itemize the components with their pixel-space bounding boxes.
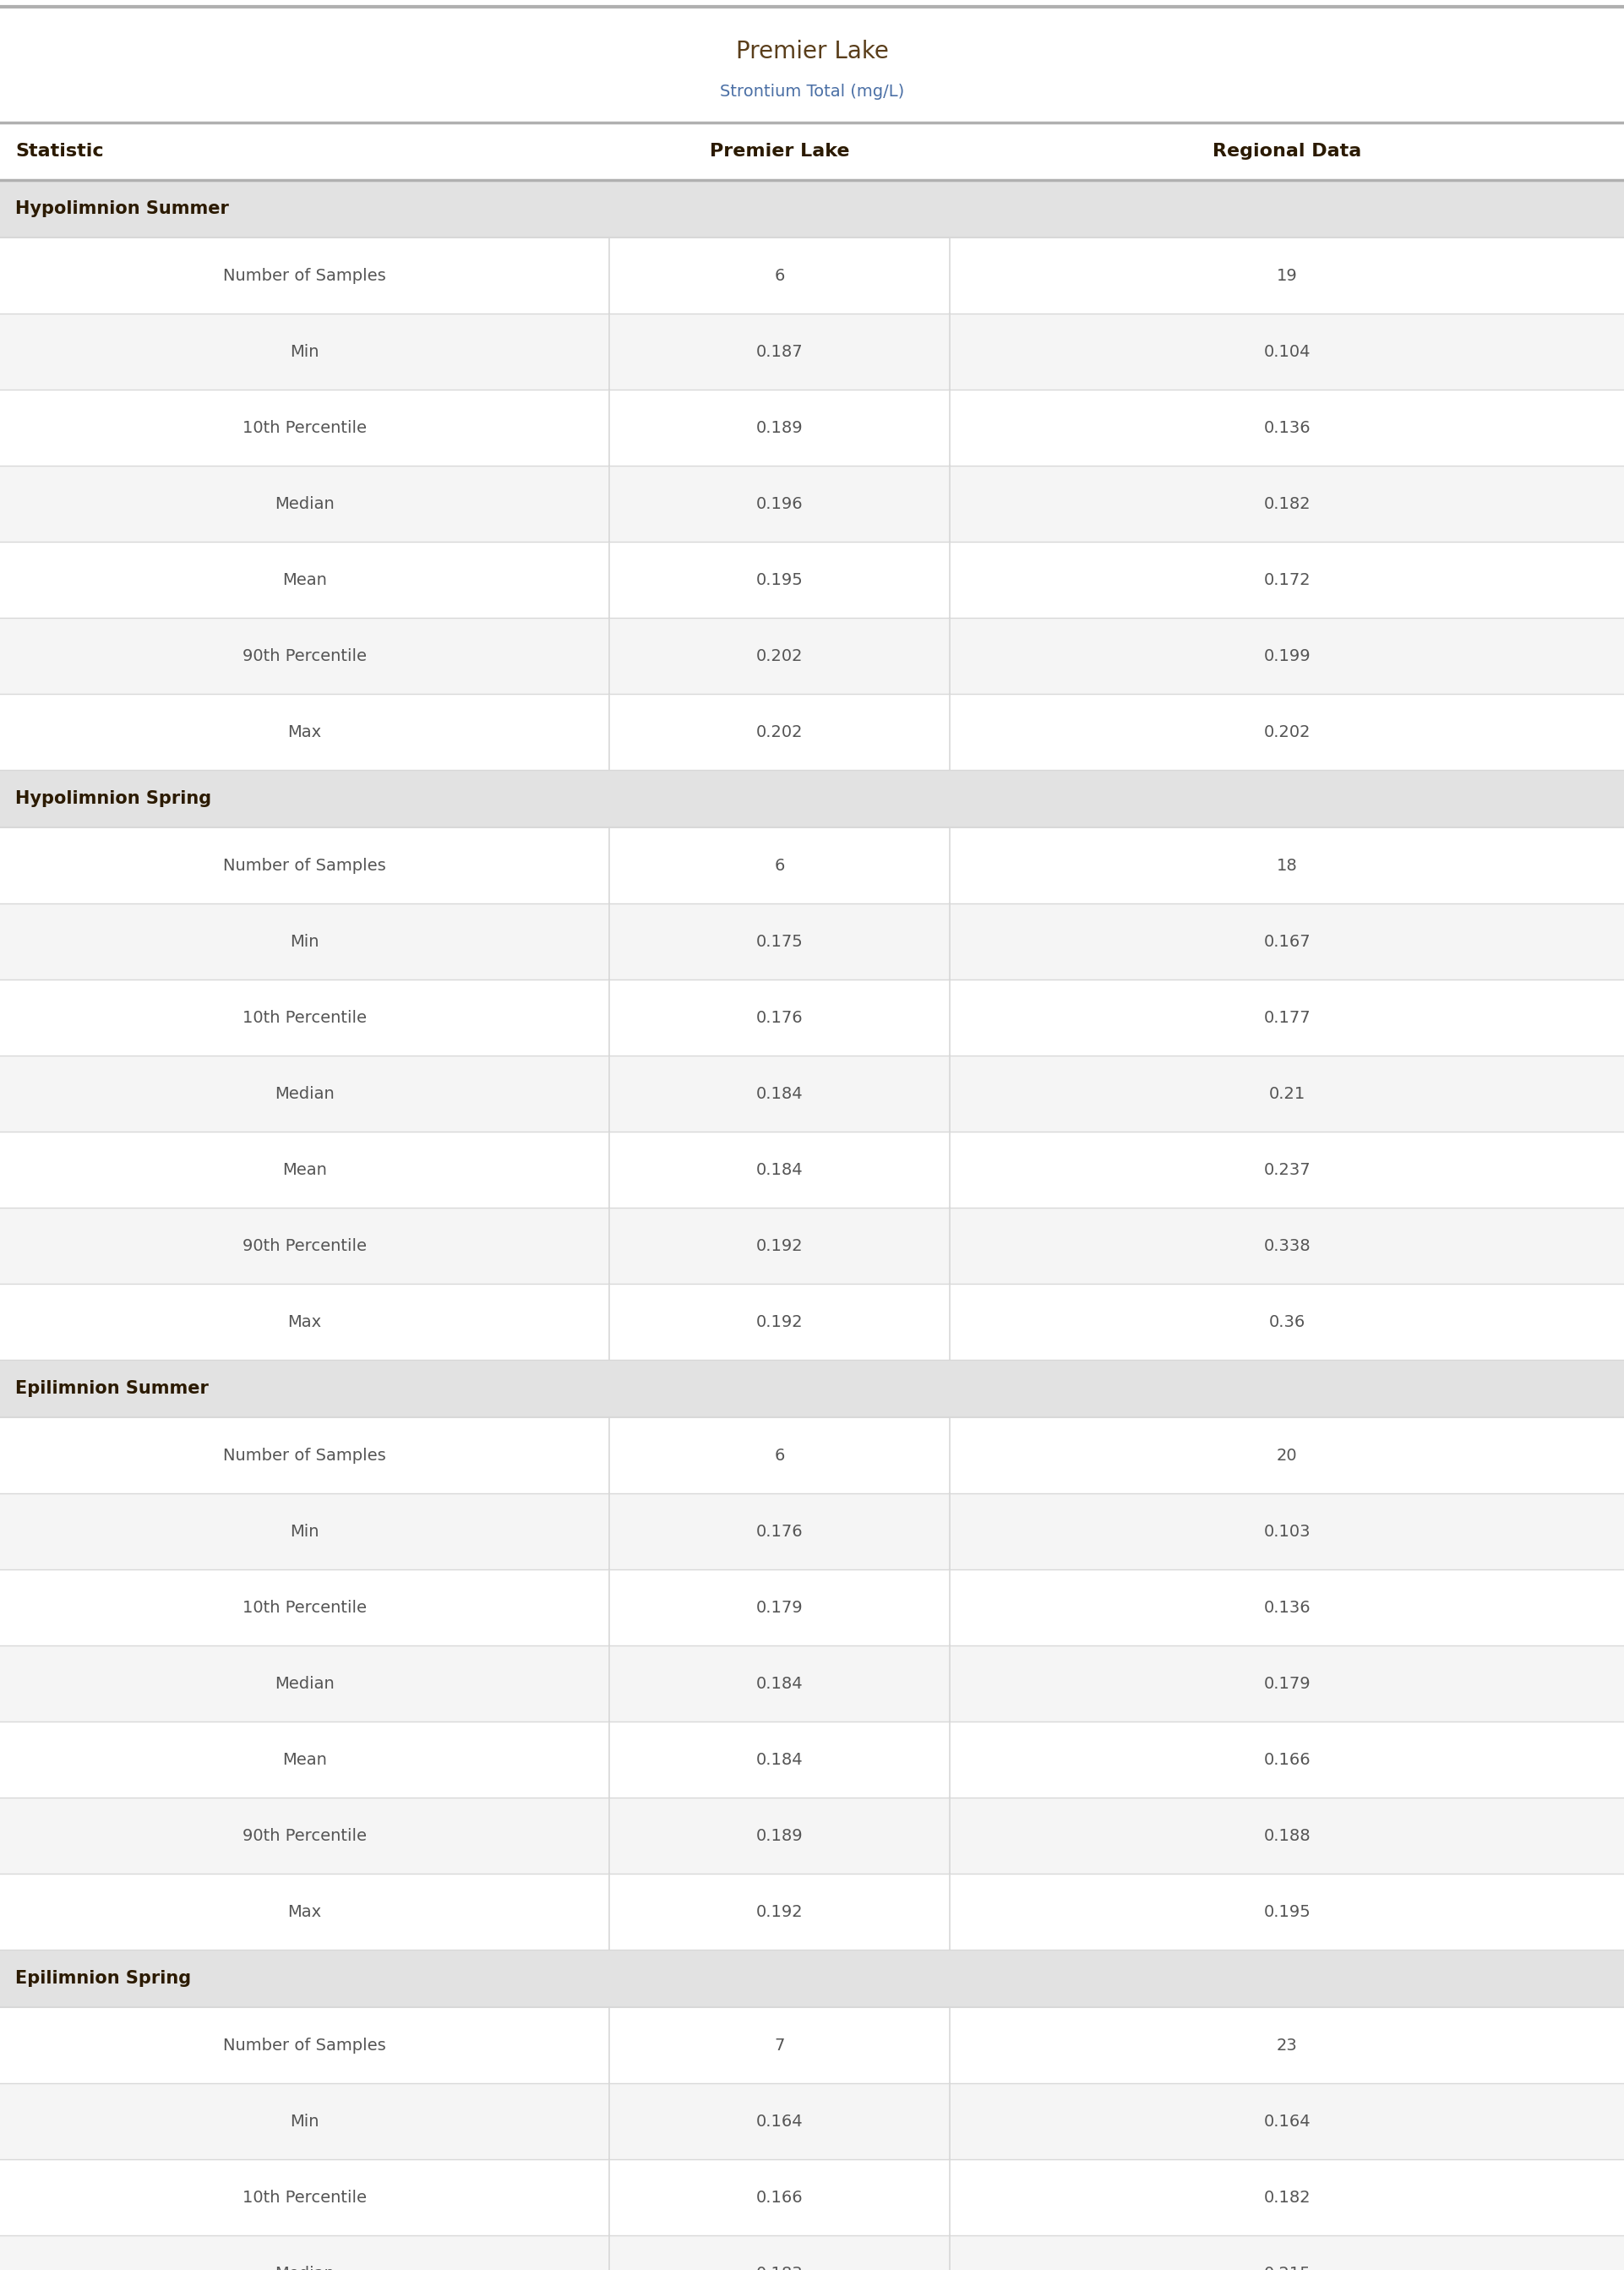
- Text: Premier Lake: Premier Lake: [710, 143, 849, 159]
- Text: Median: Median: [274, 2265, 335, 2270]
- Text: 0.189: 0.189: [757, 1827, 802, 1843]
- Text: 0.167: 0.167: [1263, 933, 1311, 949]
- Bar: [0, 1646, 1624, 1721]
- Text: 0.36: 0.36: [1268, 1314, 1306, 1330]
- Text: 0.199: 0.199: [1263, 647, 1311, 663]
- Text: Median: Median: [274, 495, 335, 511]
- Text: Statistic: Statistic: [15, 143, 104, 159]
- Bar: [0, 770, 1624, 826]
- Text: Min: Min: [291, 933, 318, 949]
- Text: 0.202: 0.202: [1263, 724, 1311, 740]
- Bar: [0, 903, 1624, 978]
- Bar: [0, 313, 1624, 390]
- Text: 90th Percentile: 90th Percentile: [242, 647, 367, 663]
- Text: 23: 23: [1276, 2036, 1298, 2054]
- Text: Number of Samples: Number of Samples: [222, 268, 387, 284]
- Text: Premier Lake: Premier Lake: [736, 39, 888, 64]
- Text: 0.104: 0.104: [1263, 343, 1311, 359]
- Text: Regional Data: Regional Data: [1213, 143, 1361, 159]
- Text: 0.184: 0.184: [757, 1162, 802, 1178]
- Text: 0.237: 0.237: [1263, 1162, 1311, 1178]
- Text: 10th Percentile: 10th Percentile: [242, 1600, 367, 1616]
- Text: 0.195: 0.195: [755, 572, 804, 588]
- Text: 0.192: 0.192: [757, 1314, 802, 1330]
- Bar: [0, 1208, 1624, 1285]
- Text: 10th Percentile: 10th Percentile: [242, 2188, 367, 2206]
- Text: 90th Percentile: 90th Percentile: [242, 1827, 367, 1843]
- Text: 0.172: 0.172: [1263, 572, 1311, 588]
- Text: 10th Percentile: 10th Percentile: [242, 420, 367, 436]
- Bar: [0, 465, 1624, 543]
- Text: 10th Percentile: 10th Percentile: [242, 1010, 367, 1026]
- Text: 0.179: 0.179: [1263, 1675, 1311, 1691]
- Text: Median: Median: [274, 1085, 335, 1101]
- Text: 0.184: 0.184: [757, 1752, 802, 1768]
- Text: Median: Median: [274, 1675, 335, 1691]
- Text: Min: Min: [291, 1523, 318, 1539]
- Text: 0.202: 0.202: [757, 647, 802, 663]
- Text: 6: 6: [775, 858, 784, 874]
- Text: 0.215: 0.215: [1263, 2265, 1311, 2270]
- Text: 0.183: 0.183: [757, 2265, 802, 2270]
- Text: 0.164: 0.164: [1263, 2113, 1311, 2129]
- Text: 0.179: 0.179: [757, 1600, 802, 1616]
- Text: Epilimnion Summer: Epilimnion Summer: [15, 1380, 208, 1396]
- Bar: [0, 2084, 1624, 2159]
- Bar: [0, 617, 1624, 695]
- Text: Mean: Mean: [283, 1752, 326, 1768]
- Text: 0.182: 0.182: [1263, 2188, 1311, 2206]
- Text: 0.166: 0.166: [1263, 1752, 1311, 1768]
- Text: 0.192: 0.192: [757, 1905, 802, 1920]
- Text: 0.202: 0.202: [757, 724, 802, 740]
- Text: 18: 18: [1276, 858, 1298, 874]
- Bar: [0, 1494, 1624, 1569]
- Text: Epilimnion Spring: Epilimnion Spring: [15, 1970, 192, 1986]
- Bar: [0, 1360, 1624, 1416]
- Text: Min: Min: [291, 343, 318, 359]
- Bar: [0, 2236, 1624, 2270]
- Text: 0.187: 0.187: [757, 343, 802, 359]
- Text: 20: 20: [1276, 1448, 1298, 1464]
- Text: Strontium Total (mg/L): Strontium Total (mg/L): [719, 84, 905, 100]
- Text: 7: 7: [775, 2036, 784, 2054]
- Text: 0.182: 0.182: [1263, 495, 1311, 511]
- Text: 0.103: 0.103: [1263, 1523, 1311, 1539]
- Text: Number of Samples: Number of Samples: [222, 2036, 387, 2054]
- Text: 0.195: 0.195: [1263, 1905, 1311, 1920]
- Bar: [0, 179, 1624, 238]
- Text: Min: Min: [291, 2113, 318, 2129]
- Bar: [0, 1950, 1624, 2007]
- Text: 0.184: 0.184: [757, 1085, 802, 1101]
- Text: 0.136: 0.136: [1263, 420, 1311, 436]
- Text: 0.166: 0.166: [757, 2188, 802, 2206]
- Text: Hypolimnion Summer: Hypolimnion Summer: [15, 200, 229, 218]
- Text: 0.136: 0.136: [1263, 1600, 1311, 1616]
- Text: 0.21: 0.21: [1268, 1085, 1306, 1101]
- Text: Max: Max: [287, 724, 322, 740]
- Text: 6: 6: [775, 1448, 784, 1464]
- Text: 0.196: 0.196: [757, 495, 802, 511]
- Text: 19: 19: [1276, 268, 1298, 284]
- Text: 0.184: 0.184: [757, 1675, 802, 1691]
- Text: 0.176: 0.176: [757, 1010, 802, 1026]
- Text: 0.338: 0.338: [1263, 1237, 1311, 1253]
- Text: Hypolimnion Spring: Hypolimnion Spring: [15, 790, 211, 808]
- Text: 0.192: 0.192: [757, 1237, 802, 1253]
- Text: Max: Max: [287, 1314, 322, 1330]
- Text: 0.175: 0.175: [755, 933, 804, 949]
- Bar: [0, 1056, 1624, 1133]
- Text: 0.189: 0.189: [757, 420, 802, 436]
- Text: 0.164: 0.164: [757, 2113, 802, 2129]
- Text: Max: Max: [287, 1905, 322, 1920]
- Text: 0.177: 0.177: [1263, 1010, 1311, 1026]
- Text: 0.188: 0.188: [1263, 1827, 1311, 1843]
- Bar: [0, 1798, 1624, 1873]
- Text: Number of Samples: Number of Samples: [222, 858, 387, 874]
- Text: Number of Samples: Number of Samples: [222, 1448, 387, 1464]
- Text: 90th Percentile: 90th Percentile: [242, 1237, 367, 1253]
- Text: 6: 6: [775, 268, 784, 284]
- Text: Mean: Mean: [283, 572, 326, 588]
- Text: 0.176: 0.176: [757, 1523, 802, 1539]
- Text: Mean: Mean: [283, 1162, 326, 1178]
